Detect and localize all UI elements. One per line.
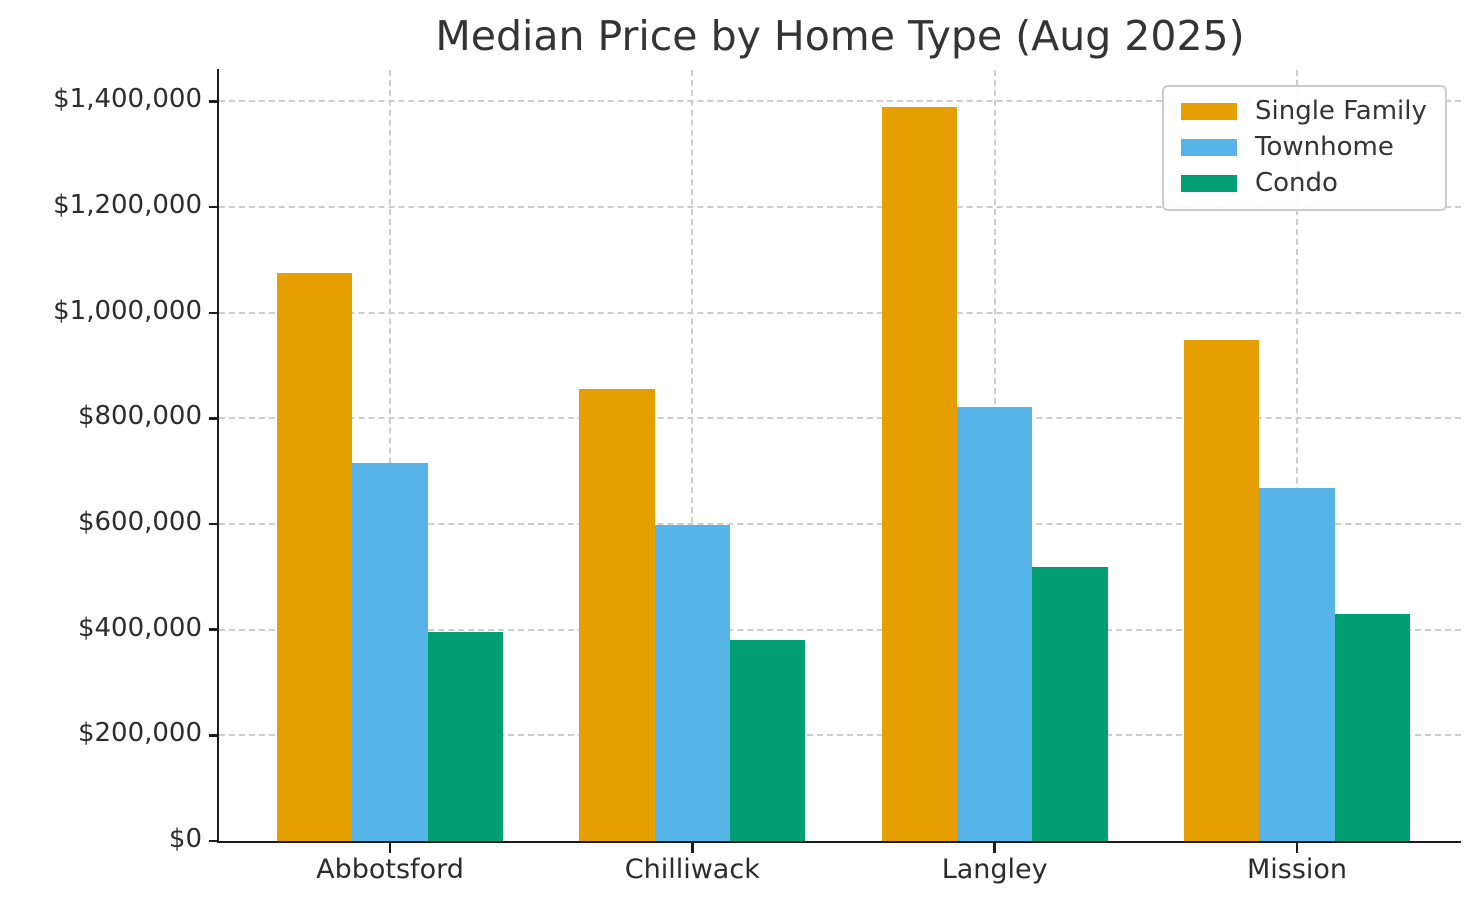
bar-chilliwack-townhome — [654, 525, 730, 841]
legend-label: Condo — [1255, 168, 1338, 198]
x-axis-tick — [691, 843, 694, 853]
x-axis-tick — [388, 843, 392, 853]
y-tick-label: $1,200,000 — [53, 190, 202, 221]
bar-mission-single-family — [1183, 340, 1260, 841]
bar-langley-single-family — [881, 106, 957, 841]
horizontal-gridline — [219, 628, 1461, 631]
bar-chilliwack-condo — [730, 640, 806, 841]
legend-item-condo: Condo — [1164, 168, 1445, 198]
x-tick-label: Mission — [1246, 854, 1348, 885]
legend-swatch-condo — [1181, 174, 1237, 192]
legend-swatch-townhome — [1181, 138, 1237, 156]
vertical-gridline — [389, 69, 391, 841]
x-tick-label: Langley — [941, 854, 1048, 885]
bar-langley-townhome — [957, 406, 1033, 841]
vertical-gridline — [691, 69, 694, 841]
horizontal-gridline — [219, 206, 1461, 209]
y-tick-label: $600,000 — [77, 507, 202, 538]
bar-abbotsford-townhome — [352, 463, 428, 841]
y-axis-tick — [209, 734, 219, 737]
x-axis-tick — [1295, 843, 1299, 853]
y-tick-label: $1,000,000 — [53, 295, 202, 326]
bar-abbotsford-condo — [427, 631, 504, 841]
y-axis-tick — [209, 417, 219, 420]
x-axis-tick — [993, 843, 996, 853]
y-axis-tick — [209, 522, 219, 526]
y-tick-label: $1,400,000 — [53, 84, 202, 115]
horizontal-gridline — [219, 734, 1461, 737]
y-axis-tick — [209, 839, 219, 843]
horizontal-gridline — [219, 311, 1461, 314]
y-axis-spine — [216, 68, 219, 844]
y-axis-tick — [209, 100, 219, 103]
legend-swatch-single-family — [1181, 102, 1237, 120]
y-tick-label: $800,000 — [77, 401, 202, 432]
horizontal-gridline — [219, 523, 1461, 526]
vertical-gridline — [1296, 69, 1298, 841]
y-axis-tick — [209, 311, 219, 315]
y-tick-label: $200,000 — [77, 718, 202, 749]
legend-label: Single Family — [1255, 96, 1427, 126]
y-tick-label: $400,000 — [77, 612, 202, 643]
horizontal-gridline — [219, 417, 1461, 420]
x-tick-label: Abbotsford — [316, 854, 464, 885]
bar-mission-condo — [1334, 613, 1411, 841]
y-tick-label: $0 — [168, 824, 202, 854]
horizontal-gridline — [219, 100, 1461, 103]
bar-chilliwack-single-family — [579, 388, 655, 841]
y-axis-tick — [209, 628, 219, 631]
chart-title: Median Price by Home Type (Aug 2025) — [435, 12, 1245, 60]
x-tick-label: Chilliwack — [624, 854, 760, 885]
x-axis-spine — [216, 840, 1461, 843]
legend-item-townhome: Townhome — [1164, 132, 1445, 162]
bar-abbotsford-single-family — [276, 273, 353, 841]
bar-mission-townhome — [1259, 488, 1335, 841]
legend: Single Family Townhome Condo — [1162, 85, 1447, 211]
y-axis-tick — [209, 205, 219, 209]
bar-langley-condo — [1032, 567, 1108, 841]
legend-item-single-family: Single Family — [1164, 96, 1445, 126]
legend-label: Townhome — [1255, 132, 1394, 162]
